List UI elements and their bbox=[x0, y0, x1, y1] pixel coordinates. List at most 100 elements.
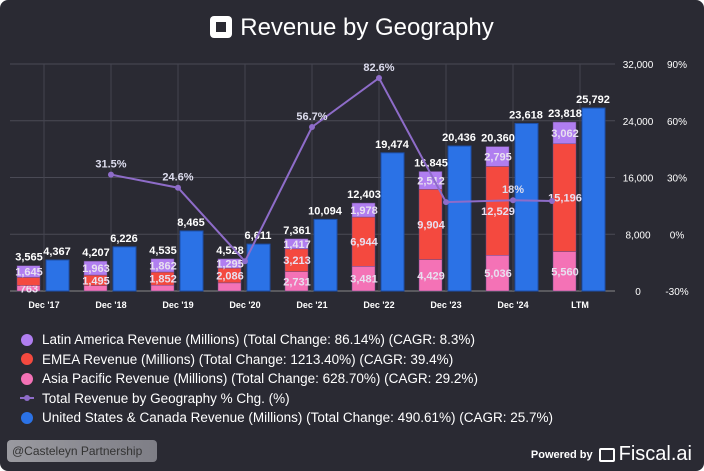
line-point bbox=[510, 197, 516, 204]
segment-label: 1,495 bbox=[82, 275, 110, 287]
right-axis-tick: 30% bbox=[667, 174, 687, 185]
line-label: 31.5% bbox=[95, 159, 126, 171]
us-canada-bar bbox=[313, 218, 338, 292]
legend-item-total-chg[interactable]: Total Revenue by Geography % Chg. (%) bbox=[20, 389, 553, 409]
square-logo-icon bbox=[210, 16, 233, 38]
line-label: 82.6% bbox=[363, 62, 394, 74]
legend-label: EMEA Revenue (Millions) (Total Change: 1… bbox=[42, 351, 454, 367]
x-axis-tick: Dec '17 bbox=[28, 300, 59, 310]
legend: Latin America Revenue (Millions) (Total … bbox=[20, 330, 553, 428]
stack-total-label: 23,818 bbox=[548, 108, 582, 120]
us-canada-bar bbox=[447, 145, 472, 292]
stacked-bar-segment bbox=[485, 146, 510, 167]
line-point bbox=[443, 199, 449, 206]
us-canada-label: 23,618 bbox=[509, 109, 543, 121]
legend-label: United States & Canada Revenue (Millions… bbox=[42, 410, 554, 425]
us-canada-bar bbox=[45, 259, 70, 292]
us-canada-label: 8,465 bbox=[177, 217, 205, 229]
right-axis-tick: 90% bbox=[667, 60, 687, 71]
us-canada-bar bbox=[112, 246, 137, 292]
line-point bbox=[175, 184, 181, 191]
line-label: 18% bbox=[502, 184, 524, 196]
stacked-bar-segment bbox=[150, 284, 175, 292]
legend-item-latam[interactable]: Latin America Revenue (Millions) (Total … bbox=[20, 330, 553, 350]
us-canada-bar bbox=[380, 152, 405, 292]
stacked-bar-segment bbox=[552, 121, 577, 145]
legend-dot-icon bbox=[21, 353, 33, 366]
segment-label: 2,795 bbox=[484, 151, 512, 163]
segment-label: 2,731 bbox=[283, 276, 311, 288]
legend-item-apac[interactable]: Asia Pacific Revenue (Millions) (Total C… bbox=[20, 369, 553, 389]
stack-total-label: 4,207 bbox=[82, 247, 110, 259]
right-axis-tick: 60% bbox=[667, 117, 687, 128]
segment-label: 15,196 bbox=[548, 193, 582, 205]
x-axis-tick: LTM bbox=[571, 300, 589, 310]
powered-by-text: Powered by bbox=[530, 448, 593, 461]
right-axis-tick: -30% bbox=[665, 287, 688, 298]
x-axis-tick: Dec '18 bbox=[95, 300, 126, 310]
line-point bbox=[242, 258, 248, 265]
stacked-bar-segment bbox=[83, 260, 108, 276]
stack-total-label: 20,360 bbox=[481, 133, 515, 145]
legend-dot-icon bbox=[21, 333, 33, 346]
line-point bbox=[376, 74, 382, 81]
legend-item-us-canada[interactable]: United States & Canada Revenue (Millions… bbox=[20, 408, 553, 428]
segment-label: 1,295 bbox=[216, 258, 244, 270]
left-axis-tick: 0 bbox=[635, 287, 641, 298]
chart-plot: 0 -30% 8,000 0% 16,000 30% 24,000 60% 32,000 90% D… bbox=[10, 60, 689, 310]
stack-total-label: 12,403 bbox=[347, 189, 381, 201]
us-canada-label: 10,094 bbox=[308, 205, 343, 217]
stacked-bar-segment bbox=[217, 282, 242, 292]
legend-dot-icon bbox=[21, 372, 33, 385]
stacked-bar-segment bbox=[16, 265, 41, 278]
powered-by[interactable]: Powered by Fiscal.ai bbox=[531, 443, 692, 466]
us-canada-label: 6,226 bbox=[110, 233, 138, 245]
brand-name: Fiscal.ai bbox=[618, 443, 692, 465]
us-canada-bar bbox=[581, 107, 606, 292]
segment-label: 1,862 bbox=[149, 260, 177, 272]
left-axis-tick: 24,000 bbox=[623, 117, 654, 128]
x-axis-tick: Dec '23 bbox=[430, 300, 461, 310]
segment-label: 5,036 bbox=[484, 268, 512, 280]
segment-label: 1,978 bbox=[350, 205, 378, 217]
line-point bbox=[108, 171, 114, 178]
stack-total-label: 3,565 bbox=[15, 252, 43, 264]
stack-total-label: 16,845 bbox=[414, 158, 448, 170]
line-point bbox=[549, 197, 555, 204]
us-canada-label: 4,367 bbox=[43, 246, 71, 258]
segment-label: 2,086 bbox=[216, 270, 244, 282]
x-axis-tick: Dec '19 bbox=[162, 300, 193, 310]
stacked-bar-segment bbox=[284, 238, 309, 250]
stack-total-label: 7,361 bbox=[283, 225, 311, 237]
segment-label: 5,560 bbox=[551, 266, 579, 278]
segment-label: 763 bbox=[20, 283, 38, 295]
total-change-line bbox=[110, 76, 553, 264]
x-axis-tick: Dec '20 bbox=[229, 300, 260, 310]
legend-dot-icon bbox=[21, 411, 33, 424]
segment-label: 4,429 bbox=[417, 270, 445, 282]
segment-label: 12,529 bbox=[481, 206, 515, 218]
stacked-bar-segment bbox=[217, 258, 242, 269]
us-canada-label: 25,792 bbox=[576, 94, 610, 106]
line-point bbox=[309, 123, 315, 130]
x-axis-tick: Dec '21 bbox=[296, 300, 327, 310]
x-axis-tick: Dec '22 bbox=[363, 300, 394, 310]
us-canada-bar bbox=[179, 230, 204, 292]
stacked-bar-segment bbox=[150, 258, 175, 273]
fiscal-logo-icon bbox=[598, 447, 615, 462]
segment-label: 2,512 bbox=[417, 175, 445, 187]
segment-label: 1,963 bbox=[82, 263, 110, 275]
segment-label: 6,944 bbox=[350, 237, 378, 249]
segment-label: 1,645 bbox=[15, 267, 43, 279]
stacked-bar-segment bbox=[351, 202, 376, 218]
left-axis-tick: 8,000 bbox=[625, 230, 650, 241]
legend-label: Latin America Revenue (Millions) (Total … bbox=[42, 332, 475, 347]
segment-label: 1,852 bbox=[149, 274, 177, 286]
line-label: 56.7% bbox=[296, 111, 327, 123]
x-axis-tick: Dec '24 bbox=[497, 300, 528, 310]
legend-item-emea[interactable]: EMEA Revenue (Millions) (Total Change: 1… bbox=[20, 350, 553, 370]
credit-badge: @Casteleyn Partnership bbox=[7, 440, 157, 462]
us-canada-bar bbox=[246, 243, 271, 292]
us-canada-label: 19,474 bbox=[375, 139, 410, 151]
chart-title: Revenue by Geography bbox=[0, 14, 704, 42]
